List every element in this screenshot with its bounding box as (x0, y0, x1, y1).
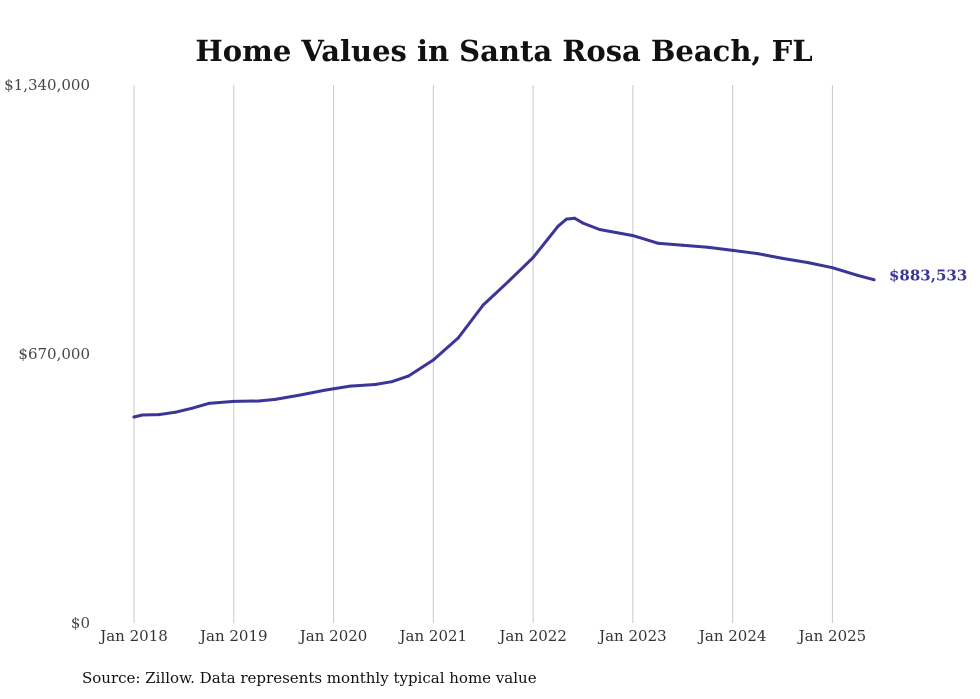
data-point (140, 413, 144, 417)
data-point (373, 383, 377, 386)
x-tick-label: Jan 2024 (697, 627, 767, 645)
data-point (855, 273, 859, 277)
data-point (406, 374, 410, 378)
y-tick-label: $0 (71, 614, 90, 632)
data-point (157, 413, 161, 417)
data-point (681, 243, 685, 247)
data-point (190, 406, 194, 410)
x-axis-tick-labels: Jan 2018 Jan 2019 Jan 2020 Jan 2021 Jan 2022… (98, 627, 866, 645)
y-axis-tick-labels: $0 $670,000 $1,340,000 (4, 76, 90, 632)
gridlines (133, 85, 833, 623)
data-point (872, 278, 876, 282)
chart-title: Home Values in Santa Rosa Beach, FL (195, 34, 812, 68)
data-point (348, 384, 352, 388)
series-line (132, 216, 876, 419)
data-point (298, 393, 302, 397)
end-value-label: $883,533 (889, 267, 967, 285)
data-point (581, 221, 585, 225)
x-tick-label: Jan 2019 (198, 627, 268, 645)
data-point (556, 224, 560, 228)
data-point (531, 256, 535, 260)
data-point (731, 248, 735, 252)
data-point (830, 266, 834, 270)
x-tick-label: Jan 2025 (797, 627, 867, 645)
data-point (631, 234, 635, 238)
data-point (564, 217, 568, 221)
data-point (207, 401, 211, 405)
series-layer: $883,533 (132, 216, 967, 419)
data-point (481, 303, 485, 307)
data-point (573, 216, 577, 220)
source-note: Source: Zillow. Data represents monthly … (82, 669, 537, 687)
data-point (506, 280, 510, 284)
data-point (390, 380, 394, 384)
data-point (456, 336, 460, 340)
y-tick-label: $1,340,000 (4, 76, 90, 94)
data-point (431, 358, 435, 362)
x-tick-label: Jan 2020 (298, 627, 368, 645)
data-point (174, 410, 178, 414)
data-point (806, 261, 809, 264)
data-point (706, 245, 710, 249)
x-tick-label: Jan 2021 (398, 627, 468, 645)
x-tick-label: Jan 2023 (597, 627, 667, 645)
data-point (257, 399, 261, 403)
data-point (132, 415, 136, 419)
data-point (323, 388, 327, 392)
data-point (781, 256, 784, 260)
data-point (656, 241, 660, 245)
y-tick-label: $670,000 (18, 345, 90, 363)
data-point (756, 252, 760, 256)
data-point (273, 397, 277, 401)
x-tick-label: Jan 2018 (98, 627, 168, 645)
data-point (232, 399, 236, 403)
x-tick-label: Jan 2022 (497, 627, 567, 645)
data-point (598, 228, 602, 231)
